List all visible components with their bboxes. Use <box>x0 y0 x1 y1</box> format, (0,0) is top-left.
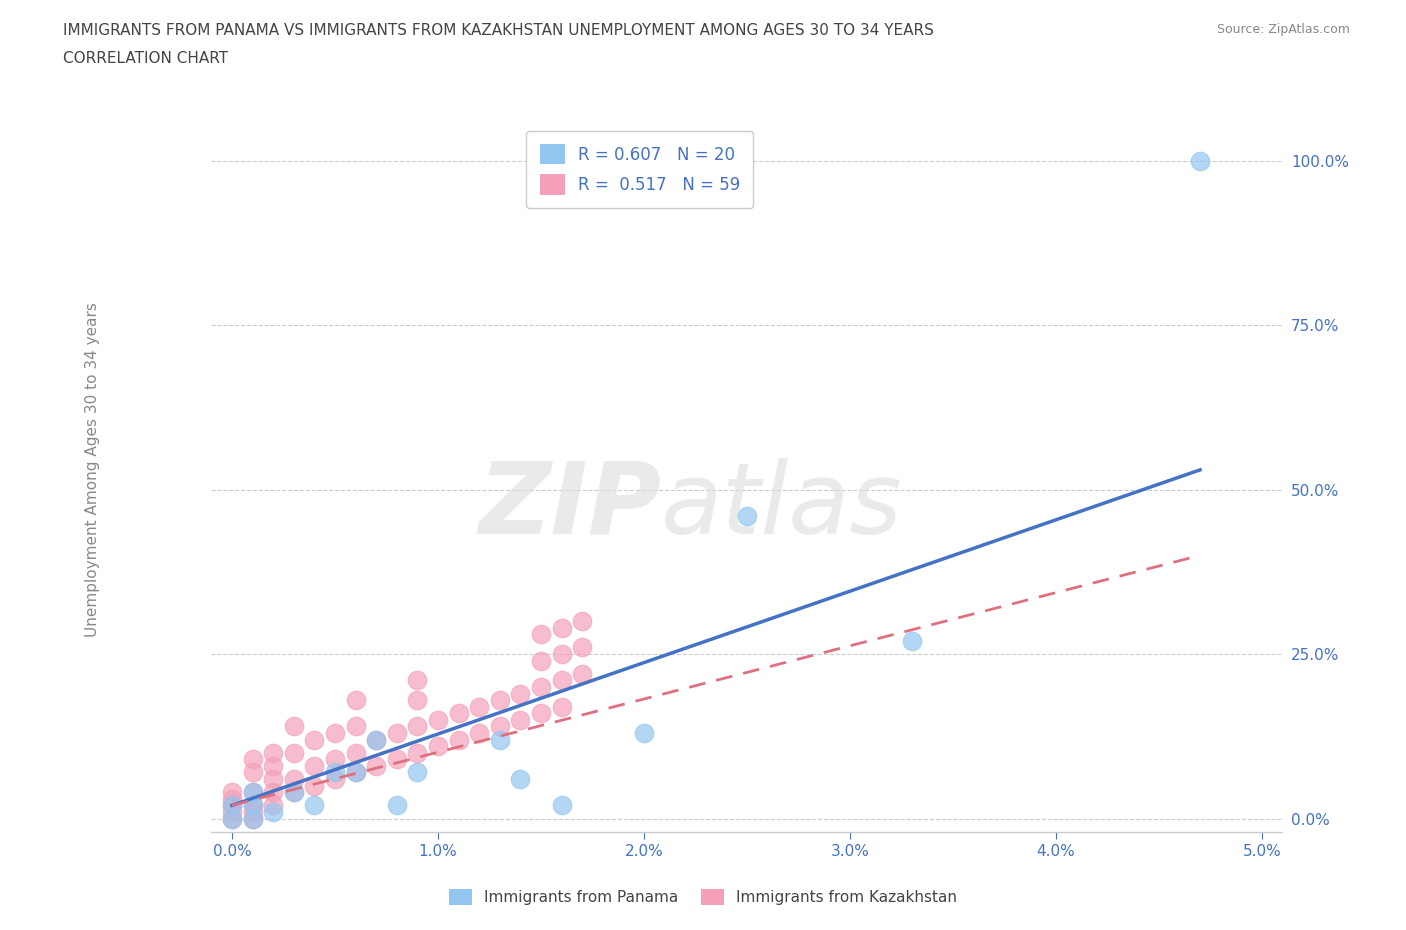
Y-axis label: Unemployment Among Ages 30 to 34 years: Unemployment Among Ages 30 to 34 years <box>86 302 100 637</box>
Point <box>242 798 264 813</box>
Point <box>242 751 264 766</box>
Point <box>571 667 593 682</box>
Point <box>488 732 510 747</box>
Point <box>221 785 243 800</box>
Point <box>488 693 510 708</box>
Point <box>1189 153 1212 168</box>
Point <box>571 614 593 629</box>
Point <box>323 725 346 740</box>
Point <box>344 693 367 708</box>
Point <box>242 798 264 813</box>
Point <box>530 706 553 721</box>
Point <box>900 633 922 648</box>
Point <box>530 653 553 668</box>
Point <box>304 759 326 774</box>
Point <box>366 732 388 747</box>
Point <box>550 646 572 661</box>
Point <box>406 673 429 688</box>
Point <box>344 765 367 780</box>
Point <box>385 798 408 813</box>
Point <box>427 712 450 727</box>
Point <box>344 745 367 760</box>
Point <box>283 745 305 760</box>
Point <box>221 798 243 813</box>
Point <box>304 798 326 813</box>
Point <box>221 811 243 826</box>
Point <box>242 765 264 780</box>
Point <box>221 811 243 826</box>
Point <box>509 712 531 727</box>
Point <box>735 509 758 524</box>
Point <box>242 811 264 826</box>
Point <box>550 620 572 635</box>
Text: IMMIGRANTS FROM PANAMA VS IMMIGRANTS FROM KAZAKHSTAN UNEMPLOYMENT AMONG AGES 30 : IMMIGRANTS FROM PANAMA VS IMMIGRANTS FRO… <box>63 23 934 38</box>
Point <box>344 765 367 780</box>
Point <box>406 745 429 760</box>
Point <box>447 706 470 721</box>
Point <box>509 772 531 787</box>
Text: ZIP: ZIP <box>478 458 661 554</box>
Point <box>427 738 450 753</box>
Point <box>304 732 326 747</box>
Point <box>283 772 305 787</box>
Point <box>283 719 305 734</box>
Text: CORRELATION CHART: CORRELATION CHART <box>63 51 228 66</box>
Point <box>304 778 326 793</box>
Point <box>385 725 408 740</box>
Point <box>283 785 305 800</box>
Point <box>468 699 491 714</box>
Point <box>242 811 264 826</box>
Point <box>221 791 243 806</box>
Legend: R = 0.607   N = 20, R =  0.517   N = 59: R = 0.607 N = 20, R = 0.517 N = 59 <box>526 131 754 208</box>
Point <box>488 719 510 734</box>
Point <box>406 719 429 734</box>
Point <box>323 772 346 787</box>
Point <box>550 798 572 813</box>
Point <box>385 751 408 766</box>
Point <box>366 732 388 747</box>
Point <box>221 804 243 819</box>
Point <box>283 785 305 800</box>
Point <box>323 765 346 780</box>
Point <box>633 725 655 740</box>
Point <box>468 725 491 740</box>
Legend: Immigrants from Panama, Immigrants from Kazakhstan: Immigrants from Panama, Immigrants from … <box>441 882 965 913</box>
Point <box>509 686 531 701</box>
Point <box>571 640 593 655</box>
Point <box>262 804 284 819</box>
Point <box>550 673 572 688</box>
Point <box>262 798 284 813</box>
Point <box>262 759 284 774</box>
Point <box>323 751 346 766</box>
Point <box>530 680 553 695</box>
Point <box>242 785 264 800</box>
Point <box>530 627 553 642</box>
Point <box>366 759 388 774</box>
Point <box>242 785 264 800</box>
Point <box>406 765 429 780</box>
Point <box>262 772 284 787</box>
Point <box>447 732 470 747</box>
Point <box>344 719 367 734</box>
Text: Source: ZipAtlas.com: Source: ZipAtlas.com <box>1216 23 1350 36</box>
Point <box>262 785 284 800</box>
Point <box>550 699 572 714</box>
Point <box>406 693 429 708</box>
Point <box>242 804 264 819</box>
Text: atlas: atlas <box>661 458 903 554</box>
Point <box>262 745 284 760</box>
Point <box>221 798 243 813</box>
